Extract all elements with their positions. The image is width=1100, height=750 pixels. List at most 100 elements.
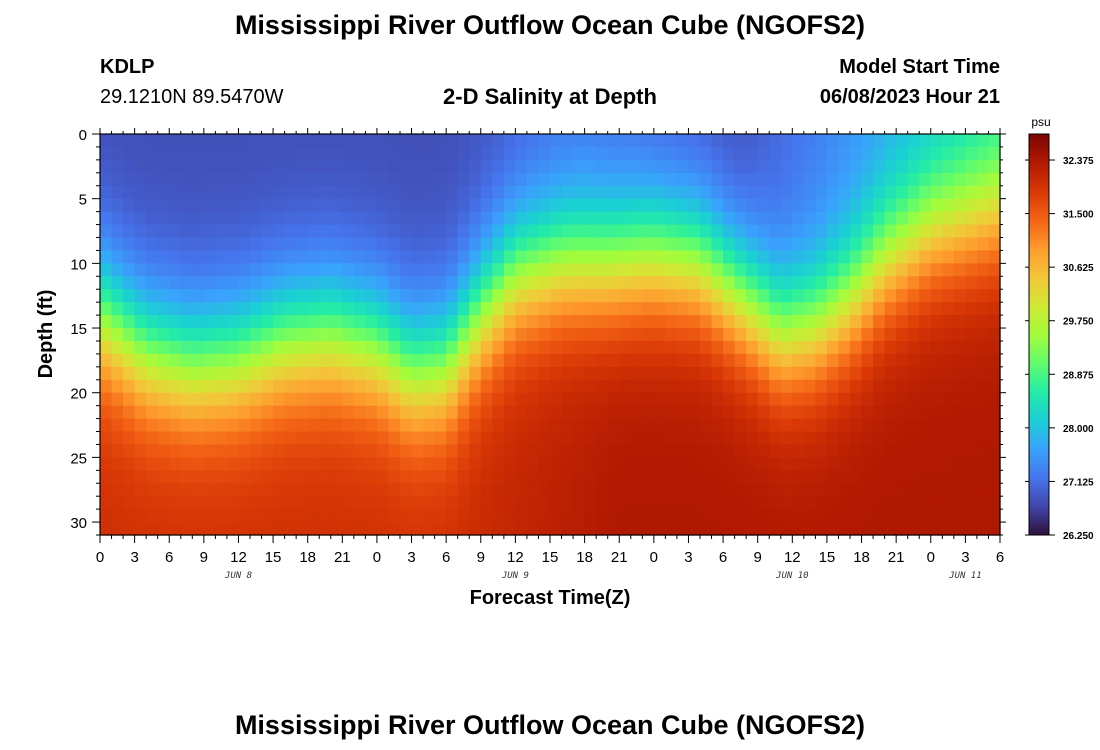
heatmap-cell: [953, 328, 966, 342]
heatmap-cell: [284, 431, 297, 446]
heatmap-cell: [261, 496, 274, 510]
heatmap-cell: [365, 444, 378, 458]
heatmap-cell: [342, 146, 355, 161]
heatmap-cell: [284, 159, 297, 174]
heatmap-cell: [423, 315, 436, 329]
heatmap-cell: [700, 159, 713, 174]
heatmap-cell: [180, 457, 193, 471]
heatmap-cell: [388, 457, 401, 471]
heatmap-cell: [873, 418, 886, 433]
heatmap-cell: [792, 276, 805, 290]
heatmap-cell: [411, 457, 424, 471]
heatmap-cell: [700, 496, 713, 510]
heatmap-cell: [723, 353, 736, 368]
heatmap-cell: [942, 328, 955, 342]
heatmap-cell: [942, 250, 955, 264]
heatmap-cell: [434, 198, 447, 213]
heatmap-cell: [676, 496, 690, 510]
heatmap-cell: [284, 211, 297, 226]
heatmap-cell: [215, 250, 228, 264]
heatmap-cell: [884, 302, 897, 316]
heatmap-cell: [526, 366, 540, 381]
heatmap-cell: [734, 379, 747, 394]
heatmap-cell: [157, 340, 170, 355]
heatmap-cell: [319, 444, 332, 458]
colorbar: psu 32.37531.50030.62529.75028.87528.000…: [1025, 115, 1094, 542]
heatmap-cell: [157, 276, 170, 290]
heatmap-cell: [134, 185, 147, 200]
heatmap-cell: [884, 289, 897, 303]
heatmap-cell: [700, 328, 713, 342]
heatmap-cell: [630, 237, 643, 252]
heatmap-cell: [550, 237, 563, 252]
heatmap-cell: [203, 224, 216, 239]
heatmap-cell: [653, 224, 666, 239]
heatmap-cell: [365, 146, 378, 161]
heatmap-cell: [492, 289, 505, 303]
heatmap-cell: [250, 289, 263, 303]
heatmap-cell: [238, 509, 251, 523]
heatmap-cell: [388, 224, 401, 239]
heatmap-cell: [850, 211, 863, 226]
heatmap-cell: [896, 198, 909, 213]
heatmap-cell: [734, 224, 747, 239]
heatmap-cell: [942, 353, 955, 368]
heatmap-cell: [653, 276, 666, 290]
heatmap-cell: [734, 289, 747, 303]
heatmap-cell: [976, 315, 990, 329]
heatmap-cell: [203, 522, 216, 536]
heatmap-cell: [515, 302, 528, 316]
heatmap-cell: [388, 418, 401, 433]
heatmap-cell: [480, 315, 493, 329]
heatmap-cell: [526, 159, 540, 174]
heatmap-cell: [226, 315, 240, 329]
heatmap-cell: [676, 353, 690, 368]
day-label: JUN 11: [948, 571, 982, 581]
heatmap-cell: [723, 211, 736, 226]
heatmap-cell: [376, 172, 390, 187]
heatmap-cell: [180, 263, 193, 277]
heatmap-cell: [457, 289, 470, 303]
heatmap-cell: [815, 328, 828, 342]
heatmap-cell: [596, 159, 609, 174]
heatmap-cell: [596, 237, 609, 252]
heatmap-cell: [203, 483, 216, 497]
heatmap-cell: [157, 483, 170, 497]
heatmap-cell: [180, 198, 193, 213]
heatmap-cell: [711, 159, 724, 174]
heatmap-cell: [123, 509, 136, 523]
heatmap-cell: [734, 198, 747, 213]
heatmap-cell: [203, 392, 216, 407]
heatmap-cell: [930, 237, 943, 252]
heatmap-cell: [584, 302, 597, 316]
heatmap-cell: [653, 134, 666, 148]
heatmap-cell: [757, 392, 770, 407]
heatmap-cell: [457, 159, 470, 174]
heatmap-cell: [653, 315, 666, 329]
heatmap-cell: [953, 379, 966, 394]
heatmap-cell: [157, 134, 170, 148]
heatmap-cell: [815, 134, 828, 148]
heatmap-cell: [111, 250, 124, 264]
heatmap-cell: [769, 263, 782, 277]
heatmap-cell: [815, 340, 828, 355]
heatmap-cell: [826, 315, 840, 329]
heatmap-cell: [423, 250, 436, 264]
heatmap-cell: [838, 289, 851, 303]
heatmap-cell: [250, 302, 263, 316]
heatmap-cell: [134, 483, 147, 497]
heatmap-cell: [884, 418, 897, 433]
heatmap-cell: [711, 289, 724, 303]
heatmap-cell: [342, 185, 355, 200]
heatmap-cell: [284, 134, 297, 148]
heatmap-cell: [723, 146, 736, 161]
heatmap-cell: [919, 159, 932, 174]
heatmap-cell: [723, 134, 736, 148]
heatmap-cell: [457, 237, 470, 252]
heatmap-cell: [769, 366, 782, 381]
heatmap-cell: [965, 444, 978, 458]
heatmap-cell: [826, 470, 840, 484]
heatmap-cell: [976, 185, 990, 200]
heatmap-cell: [261, 328, 274, 342]
heatmap-cell: [238, 457, 251, 471]
